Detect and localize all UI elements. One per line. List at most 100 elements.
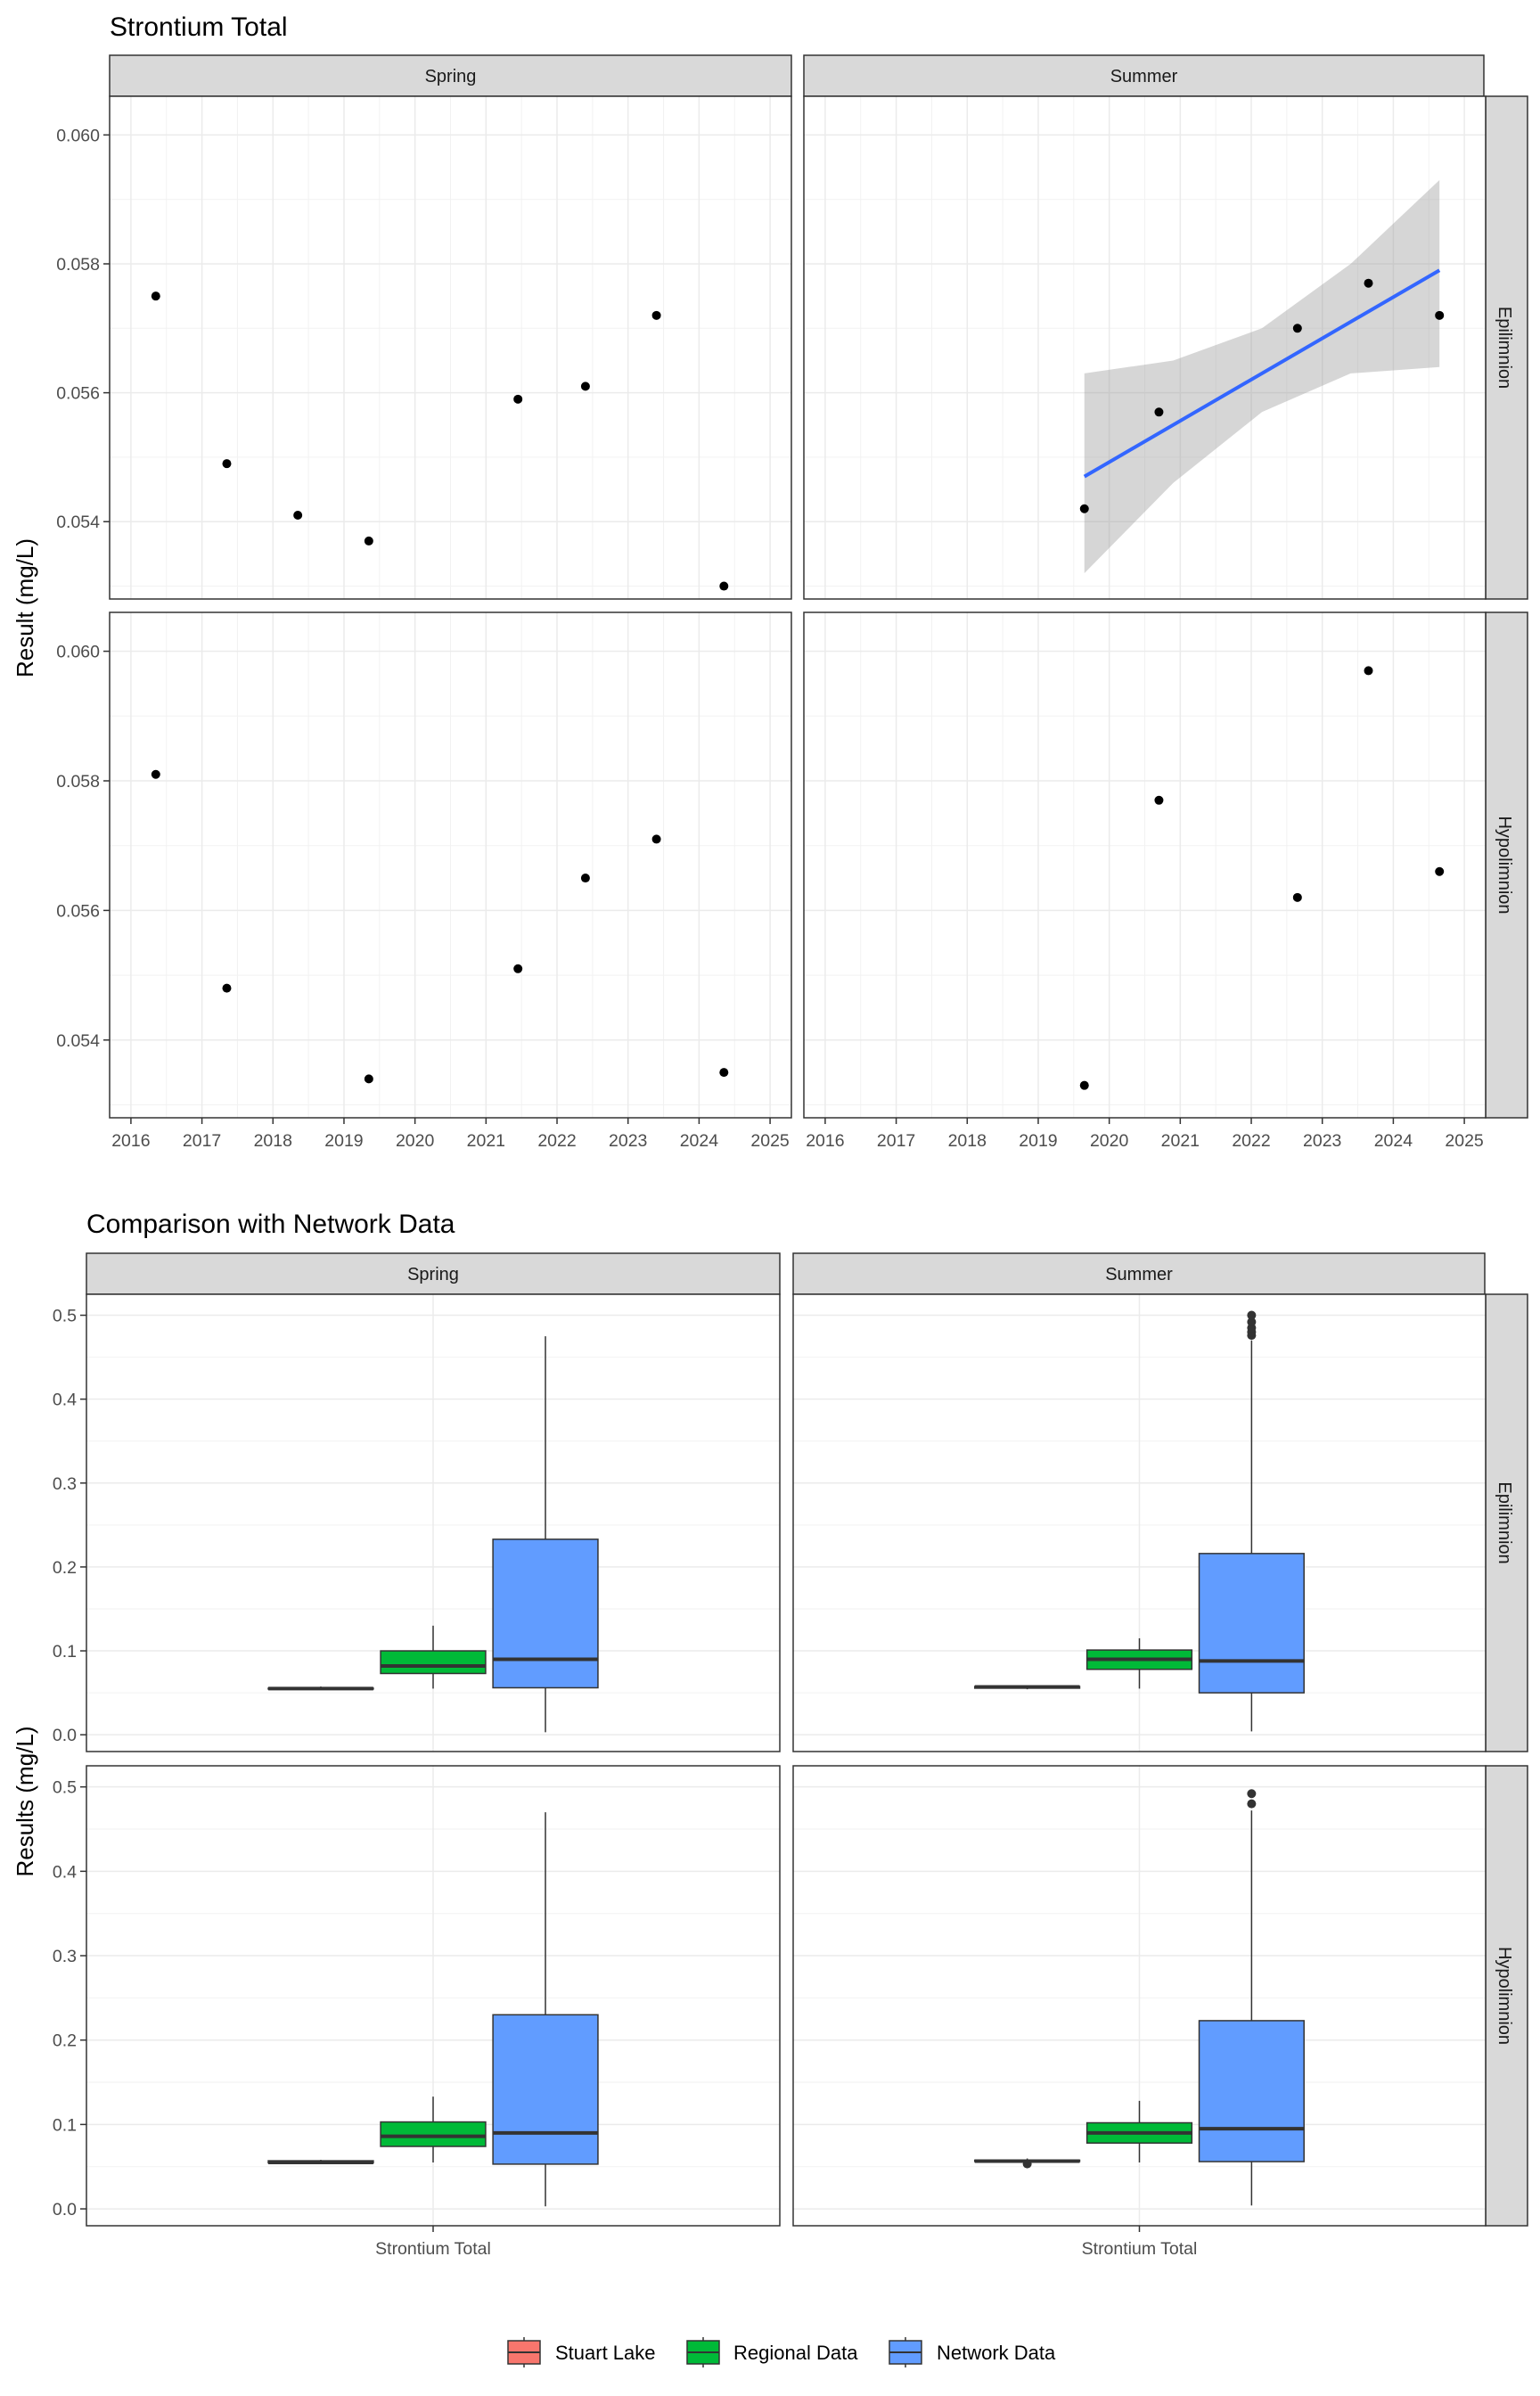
panel-gridlines — [86, 1766, 780, 2226]
data-point — [1292, 324, 1302, 333]
data-point — [1364, 278, 1373, 288]
x-tick-label: 2017 — [183, 1131, 221, 1151]
trend-line — [1083, 268, 1441, 479]
box-body — [380, 2121, 487, 2147]
scatter-title: Strontium Total — [110, 12, 288, 42]
data-point — [1435, 866, 1445, 876]
x-tick-label: 2017 — [877, 1131, 915, 1151]
legend-label: Network Data — [937, 2342, 1056, 2364]
outlier-point — [1247, 1317, 1257, 1327]
data-point — [151, 291, 160, 301]
x-tick-label: 2022 — [537, 1131, 576, 1151]
data-point — [1079, 504, 1089, 513]
boxplot-axes: 0.0 0.1 0.2 0.3 0.4 0.5 0.0 0.1 0.2 0.3 0.4 0.5 Stro… — [53, 1307, 1197, 2259]
y-tick-label: 0.2 — [53, 1558, 77, 1578]
legend-item: Network Data — [889, 2337, 1056, 2367]
box-panel-spring-epilimnion — [86, 1293, 781, 1752]
strip-label-hypolimnion-bottom: Hypolimnion — [1495, 1947, 1514, 2045]
x-tick-label: 2018 — [254, 1131, 292, 1151]
panel-border — [792, 1293, 1487, 1752]
panel-marks — [974, 1310, 1305, 1732]
y-tick-label: 0.1 — [53, 1642, 77, 1662]
y-tick-label: 0.058 — [56, 772, 100, 792]
y-tick-label: 0.0 — [53, 2200, 77, 2220]
y-tick-label: 0.3 — [53, 1947, 77, 1966]
scatter-panel-summer-hypolimnion — [803, 611, 1487, 1119]
data-point — [513, 964, 523, 973]
y-tick-label: 0.1 — [53, 2115, 77, 2135]
strip-label-summer-top: Summer — [1110, 67, 1178, 86]
box-body — [492, 1539, 599, 1689]
x-tick-label: 2025 — [1445, 1131, 1484, 1151]
strip-hypolimnion-top — [1485, 611, 1528, 1119]
data-point — [293, 511, 303, 520]
scatter-panel-spring-hypolimnion — [109, 611, 792, 1119]
y-tick-label: 0.056 — [56, 384, 100, 404]
data-point — [1154, 407, 1164, 417]
data-point — [151, 769, 160, 779]
box-panel-summer-hypolimnion — [792, 1765, 1487, 2227]
data-point — [580, 874, 590, 883]
boxplot-figure: Comparison with Network Data Results (mg… — [12, 1210, 1528, 2259]
data-point — [719, 581, 729, 591]
x-tick-label: 2016 — [111, 1131, 150, 1151]
panel-marks — [1079, 180, 1445, 574]
panel-gridlines — [804, 96, 1486, 599]
x-tick-label: Strontium Total — [375, 2239, 491, 2259]
panel-gridlines — [110, 612, 791, 1118]
panel-border — [109, 611, 792, 1119]
strip-label-epilimnion-bottom: Epilimnion — [1495, 1481, 1514, 1563]
x-tick-label: 2023 — [609, 1131, 647, 1151]
strip-label-summer-bottom: Summer — [1105, 1265, 1173, 1284]
strip-hypolimnion-bottom — [1485, 1765, 1528, 2227]
box-body — [1198, 2020, 1305, 2162]
panel-marks — [151, 769, 729, 1084]
box-body — [380, 1650, 487, 1675]
legend-item: Stuart Lake — [507, 2337, 656, 2367]
y-tick-label: 0.054 — [56, 513, 100, 532]
legend-label: Stuart Lake — [555, 2342, 656, 2364]
panel-border — [803, 95, 1487, 600]
y-tick-label: 0.5 — [53, 1778, 77, 1798]
y-tick-label: 0.2 — [53, 2031, 77, 2051]
y-tick-label: 0.4 — [53, 1391, 77, 1410]
data-point — [364, 536, 373, 546]
panel-gridlines — [110, 96, 791, 599]
x-tick-label: 2024 — [1374, 1131, 1413, 1151]
y-tick-label: 0.056 — [56, 901, 100, 921]
data-point — [580, 382, 590, 391]
legend-label: Regional Data — [733, 2342, 858, 2364]
strip-epilimnion-top — [1485, 95, 1528, 600]
strip-summer-bottom — [792, 1252, 1486, 1295]
x-tick-label: 2022 — [1232, 1131, 1270, 1151]
x-tick-label: 2018 — [948, 1131, 987, 1151]
data-point — [1435, 310, 1445, 320]
panel-border — [109, 95, 792, 600]
scatter-panel-summer-epilimnion — [803, 95, 1487, 600]
box-panel-summer-epilimnion — [792, 1293, 1487, 1752]
panel-marks — [151, 291, 729, 591]
x-tick-label: 2020 — [1090, 1131, 1129, 1151]
outlier-point — [1247, 1310, 1257, 1320]
y-tick-label: 0.058 — [56, 255, 100, 275]
x-tick-label: 2024 — [680, 1131, 719, 1151]
data-point — [513, 394, 523, 404]
data-point — [651, 834, 661, 844]
box-body — [1198, 1553, 1305, 1694]
strip-label-spring-top: Spring — [425, 67, 477, 86]
strip-spring-top — [109, 54, 792, 97]
x-tick-label: 2020 — [396, 1131, 435, 1151]
data-point — [1154, 795, 1164, 805]
boxplot-y-axis-title: Results (mg/L) — [12, 1726, 38, 1876]
x-tick-label: 2016 — [806, 1131, 844, 1151]
panel-marks — [267, 1336, 599, 1733]
y-tick-label: 0.054 — [56, 1031, 100, 1051]
panel-border — [86, 1293, 781, 1752]
data-point — [364, 1074, 373, 1084]
scatter-panel-spring-epilimnion — [109, 95, 792, 600]
y-tick-label: 0.0 — [53, 1726, 77, 1745]
x-tick-label: 2023 — [1303, 1131, 1341, 1151]
data-point — [222, 459, 232, 469]
legend-item: Regional Data — [686, 2337, 858, 2367]
